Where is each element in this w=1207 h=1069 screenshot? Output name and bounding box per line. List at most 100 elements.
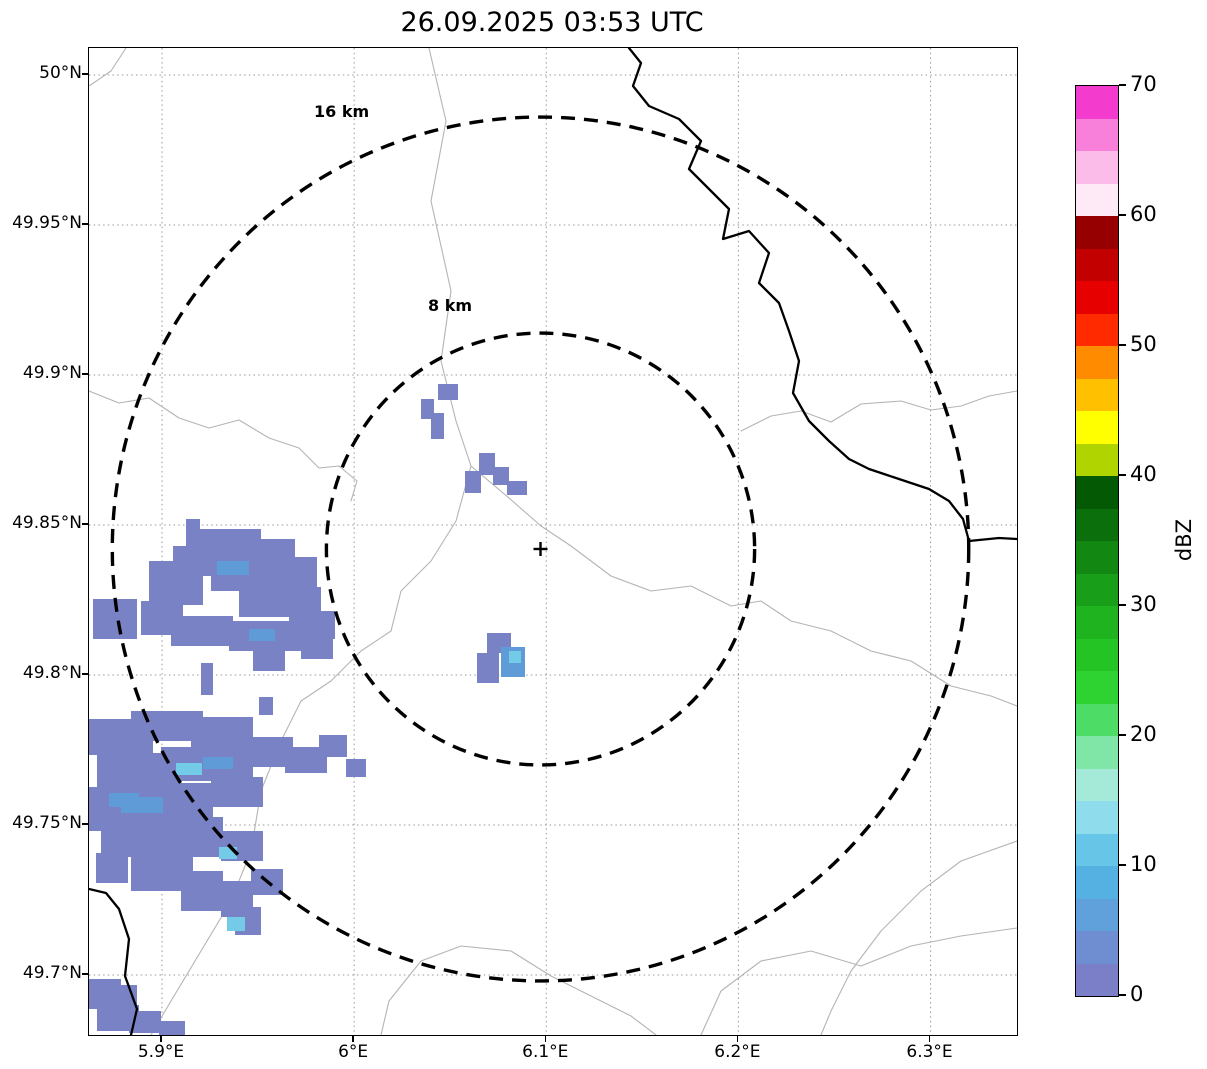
colorbar-tick-label: 10 [1130, 852, 1157, 876]
colorbar-tick-label: 0 [1130, 982, 1144, 1006]
radar-echo-cell [176, 763, 202, 775]
radar-map-svg: 16 km 8 km [89, 48, 1017, 1035]
colorbar-tick-label: 30 [1130, 592, 1157, 616]
colorbar-band [1076, 638, 1118, 671]
colorbar-band [1076, 280, 1118, 314]
radar-echo-cell [149, 561, 203, 605]
colorbar-tick-label: 60 [1130, 202, 1157, 226]
radar-echo-cell [253, 539, 295, 561]
radar-echo-cell [109, 793, 139, 807]
colorbar [1075, 85, 1119, 997]
radar-echo-cell [431, 413, 444, 439]
admin-border-line [470, 465, 1017, 707]
y-tick-label: 50°N [39, 63, 82, 83]
y-tick-mark [82, 73, 88, 75]
colorbar-tick-mark [1119, 994, 1126, 996]
radar-echo-cell [421, 399, 434, 419]
x-tick-label: 5.9°E [137, 1042, 185, 1062]
x-tick-label: 6°E [338, 1042, 369, 1062]
admin-border-line [700, 927, 1017, 1035]
y-tick-label: 49.95°N [12, 213, 82, 233]
y-tick-mark [82, 373, 88, 375]
colorbar-band [1076, 735, 1118, 769]
colorbar-band [1076, 85, 1118, 119]
y-tick-mark [82, 523, 88, 525]
colorbar-tick-mark [1119, 604, 1126, 606]
y-tick-label: 49.8°N [22, 663, 82, 683]
y-tick-label: 49.7°N [22, 963, 82, 983]
colorbar-band [1076, 443, 1118, 476]
colorbar-band [1076, 670, 1118, 704]
colorbar-band [1076, 963, 1118, 996]
radar-echo-cell [217, 561, 249, 575]
colorbar-tick-mark [1119, 214, 1126, 216]
x-tick-label: 6.3°E [906, 1042, 953, 1062]
radar-echo-cell [161, 817, 223, 857]
colorbar-tick-mark [1119, 474, 1126, 476]
colorbar-tick-label: 20 [1130, 722, 1157, 746]
colorbar-tick-mark [1119, 344, 1126, 346]
y-tick-label: 49.75°N [12, 813, 82, 833]
radar-echo-cell [211, 777, 263, 807]
x-tick-mark [544, 1036, 547, 1042]
colorbar-band [1076, 150, 1118, 184]
colorbar-band [1076, 313, 1118, 346]
colorbar-band [1076, 800, 1118, 834]
radar-echo-cell [201, 663, 213, 695]
colorbar-band [1076, 345, 1118, 379]
radar-echo-cell [227, 917, 245, 931]
y-tick-label: 49.85°N [12, 513, 82, 533]
x-tick-label: 6.1°E [522, 1042, 569, 1062]
x-tick-mark [352, 1036, 354, 1042]
y-tick-label: 49.9°N [22, 363, 82, 383]
y-tick-mark [82, 673, 88, 675]
colorbar-tick-mark [1119, 734, 1126, 736]
radar-echo-cell [159, 1021, 185, 1035]
y-tick-mark [82, 823, 88, 825]
x-tick-label: 6.2°E [714, 1042, 761, 1062]
river-line [627, 48, 1017, 543]
colorbar-band [1076, 475, 1118, 509]
plot-title: 26.09.2025 03:53 UTC [400, 7, 704, 38]
radar-echo-cell [438, 384, 458, 400]
admin-border-line [89, 390, 358, 502]
radar-echo-cell [241, 737, 293, 767]
radar-echo-cell [171, 616, 233, 646]
admin-border-line [820, 840, 1017, 1035]
colorbar-band [1076, 508, 1118, 541]
colorbar-band [1076, 833, 1118, 866]
colorbar-band [1076, 605, 1118, 639]
colorbar-band [1076, 930, 1118, 964]
colorbar-band [1076, 118, 1118, 151]
range-ring-label: 16 km [314, 102, 369, 121]
colorbar-band [1076, 865, 1118, 899]
river-line [89, 887, 139, 1035]
radar-echo-cell [346, 759, 366, 777]
colorbar-band [1076, 248, 1118, 281]
colorbar-band [1076, 703, 1118, 736]
y-tick-mark [82, 973, 88, 975]
colorbar-band [1076, 540, 1118, 574]
colorbar-band [1076, 215, 1118, 249]
range-ring-8km [324, 331, 757, 767]
colorbar-tick-mark [1119, 84, 1126, 86]
colorbar-band [1076, 768, 1118, 801]
range-ring-16km [110, 115, 971, 983]
radar-echo-cell [263, 653, 285, 671]
colorbar-label: dBZ [1172, 518, 1196, 562]
radar-echo-cell [249, 629, 275, 641]
colorbar-gradient [1076, 85, 1118, 996]
radar-echo-cell [181, 871, 223, 911]
colorbar-band [1076, 183, 1118, 216]
colorbar-tick-mark [1119, 864, 1126, 866]
radar-echo-cell [465, 471, 481, 493]
colorbar-tick-label: 40 [1130, 462, 1157, 486]
x-tick-mark [736, 1036, 739, 1042]
radar-echo-cell [509, 651, 521, 663]
radar-echo-cell [477, 653, 499, 683]
radar-echo-cell [301, 633, 333, 659]
radar-echo-cell [493, 467, 509, 485]
admin-border-line [740, 390, 1017, 432]
admin-border-line [380, 945, 657, 1035]
